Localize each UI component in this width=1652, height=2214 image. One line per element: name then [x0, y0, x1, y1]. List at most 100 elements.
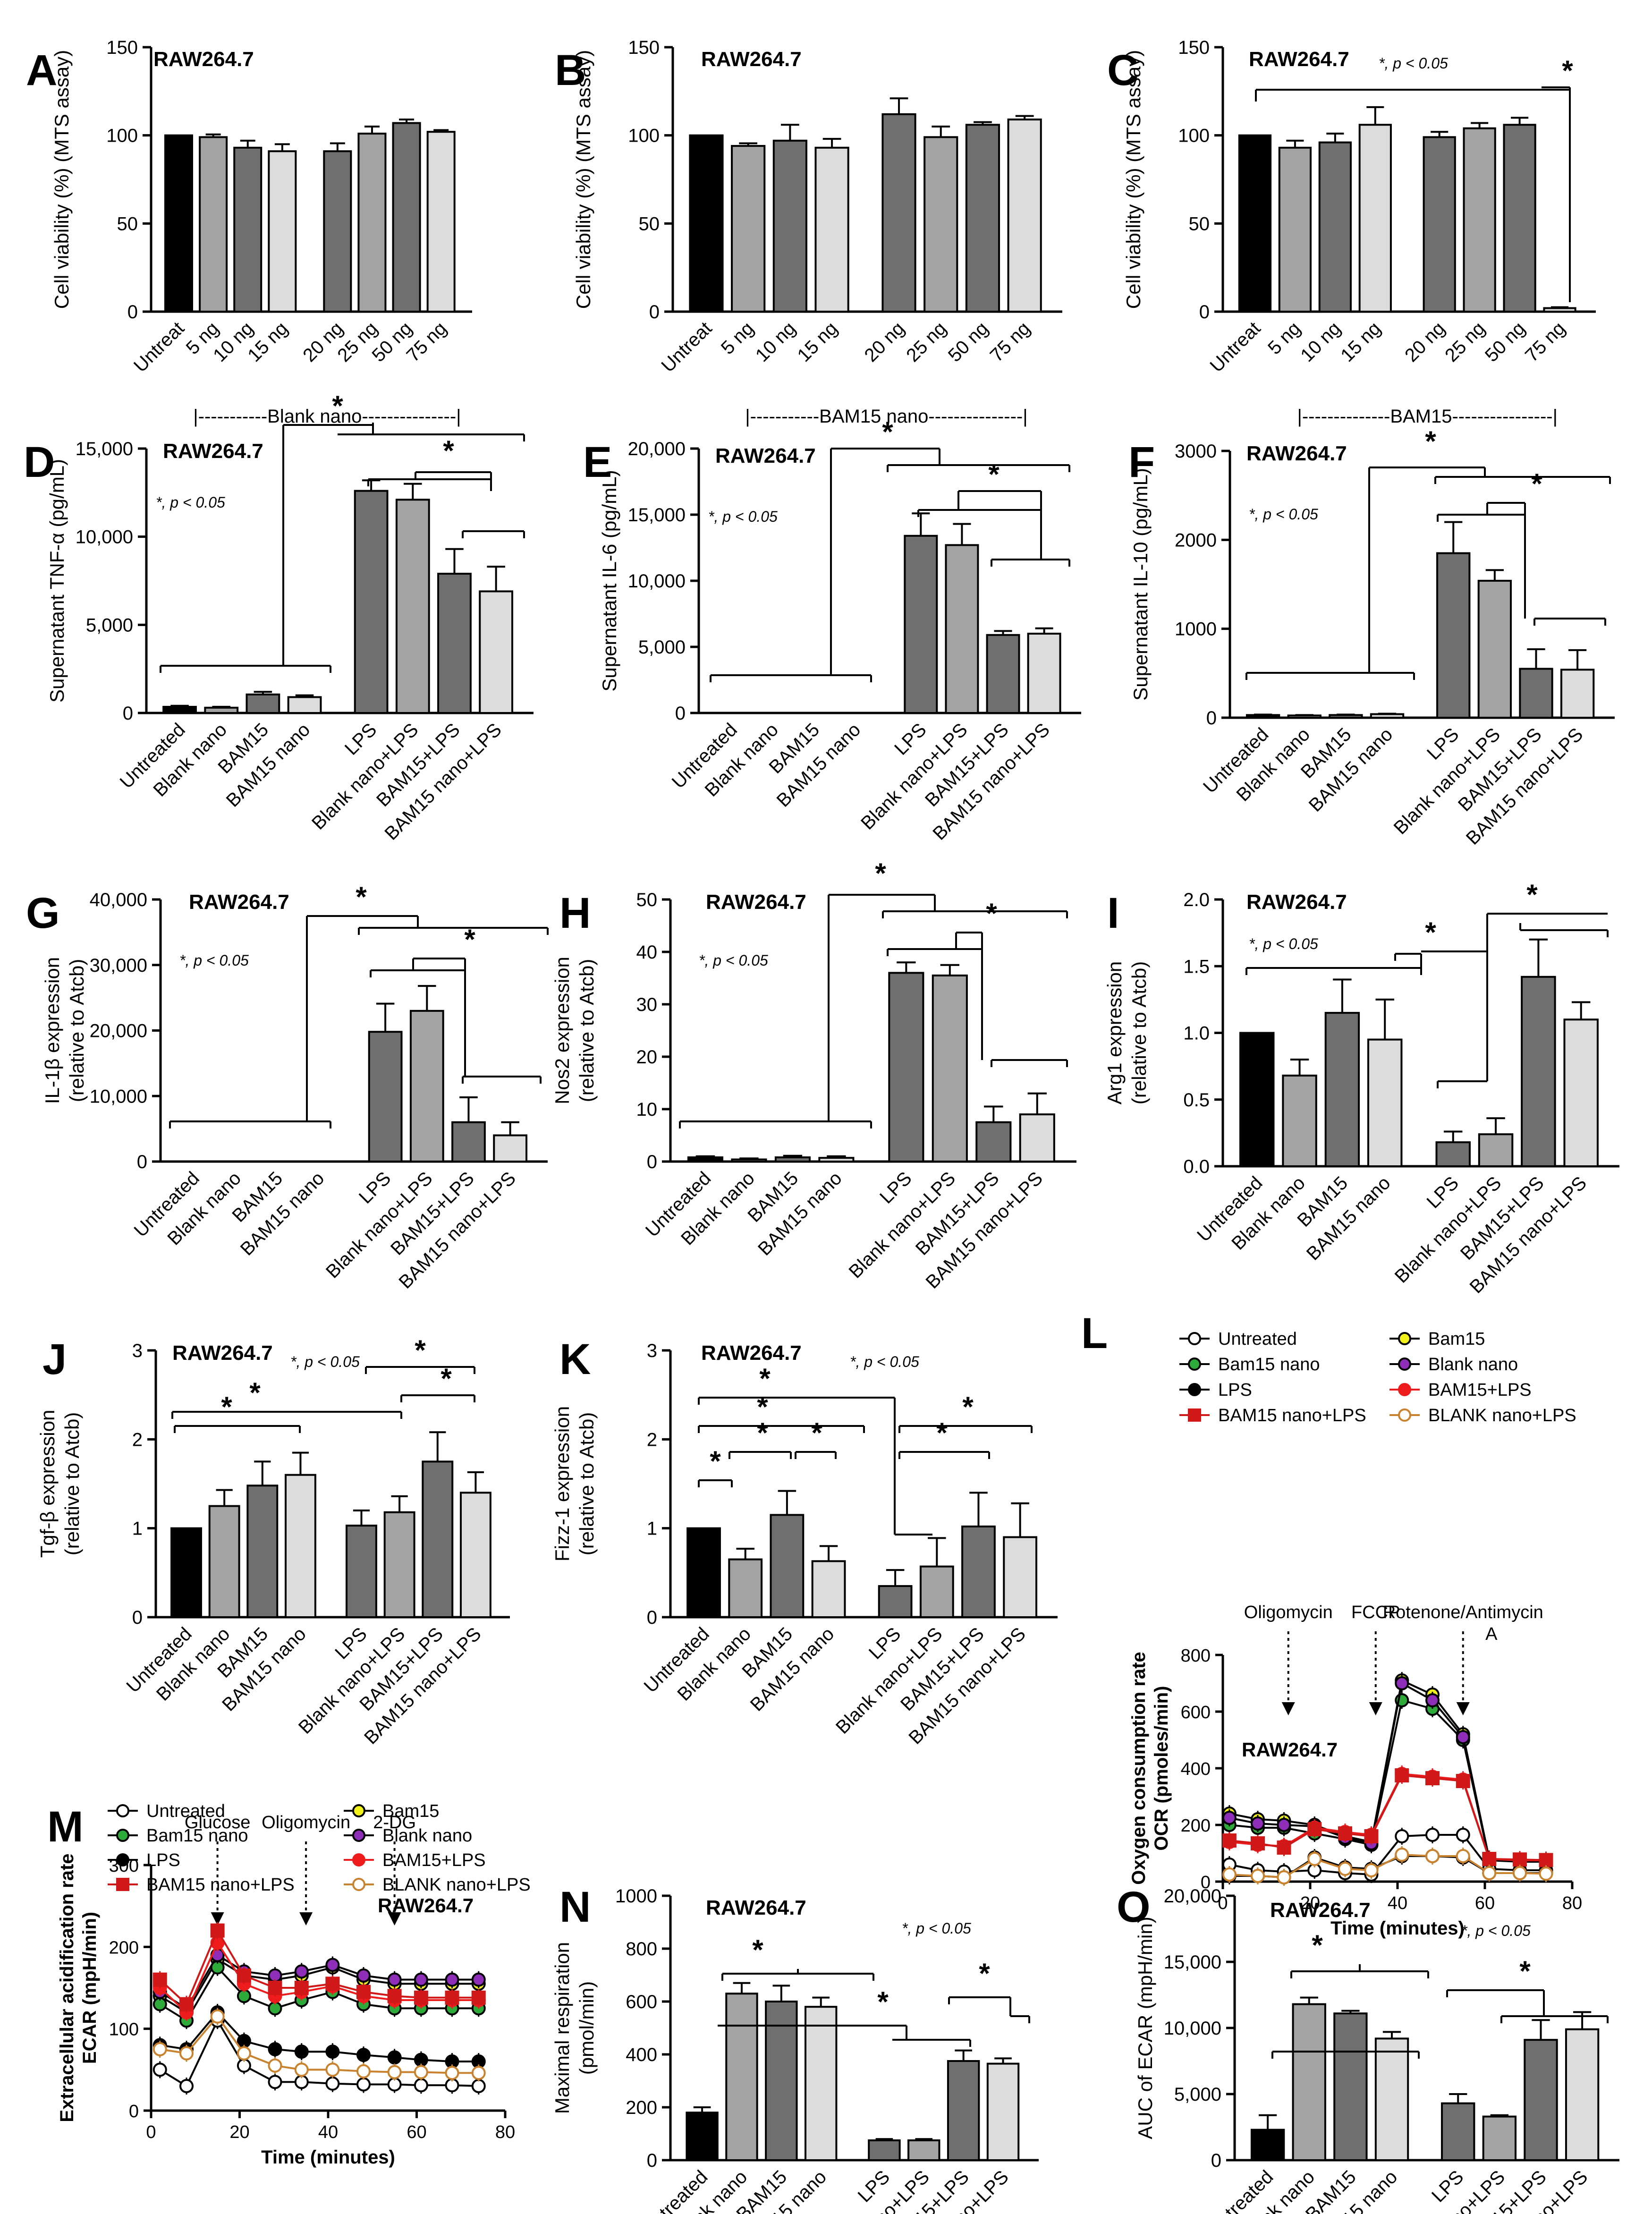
- y-tick-label: 0: [649, 302, 660, 322]
- cell-line-label: RAW264.7: [706, 1896, 806, 1919]
- bar-4: [805, 2006, 838, 2162]
- panel-E: E 0 5,000 10,000 15,000 20,000 Supernatant IL-…: [583, 416, 1081, 844]
- data-point: [1222, 1867, 1237, 1882]
- data-point: [116, 1804, 129, 1817]
- data-point: [1307, 1852, 1322, 1866]
- bar-1: [162, 705, 197, 714]
- y-axis-label: Nos2 expression: [551, 957, 573, 1104]
- data-point: [210, 2009, 225, 2024]
- cell-line-label: RAW264.7: [701, 1341, 802, 1365]
- significance-note: *, p < 0.05: [156, 494, 225, 511]
- sig-star: *: [710, 1445, 721, 1477]
- significance-note: *, p < 0.05: [708, 508, 778, 525]
- x-tick-label: 0: [146, 2122, 156, 2142]
- y-tick-label: 0: [129, 2102, 139, 2121]
- y-tick-label: 0: [132, 1607, 143, 1628]
- injection-label: Glucose: [185, 1813, 250, 1832]
- panel-N: N 0 200 400 600 800 1000 Maximal respiration (pm…: [551, 1883, 1039, 2214]
- category-label: 20 ng: [860, 318, 908, 366]
- y-tick-label: 100: [106, 126, 138, 146]
- x-tick-label: 60: [1475, 1893, 1495, 1913]
- panel-letter: C: [1107, 46, 1138, 94]
- bar-7: [965, 124, 1000, 313]
- legend-entry: BAM15+LPS: [1428, 1380, 1532, 1400]
- x-tick-label: 0: [1218, 1893, 1228, 1913]
- data-point: [294, 1981, 309, 1995]
- x-tick-label: 60: [407, 2122, 426, 2142]
- category-label: 5 ng: [717, 318, 758, 358]
- y-tick-label: 50: [636, 890, 658, 910]
- data-point: [1277, 1870, 1291, 1884]
- x-tick-label: 80: [1562, 1893, 1582, 1913]
- bar-4: [285, 1474, 316, 1619]
- bar-4: [1374, 2037, 1409, 2161]
- bar-5: [1436, 552, 1471, 719]
- bar-6: [383, 1511, 415, 1618]
- y-axis-label: Cell viability (%) (MTS assay): [572, 50, 594, 309]
- y-tick-label: 15,000: [76, 439, 133, 459]
- legend-entry: Untreated: [1218, 1329, 1297, 1349]
- y-tick-label: 150: [1178, 37, 1210, 58]
- sig-star: *: [1531, 468, 1542, 500]
- cell-line-label: RAW264.7: [1246, 442, 1347, 465]
- bar-7: [947, 2060, 980, 2161]
- y-axis-label-2: (pmol/min): [576, 1981, 598, 2075]
- cell-line-label: RAW264.7: [1249, 48, 1349, 71]
- bar-7: [1524, 2039, 1558, 2162]
- category-label: 75 ng: [1521, 318, 1569, 366]
- y-tick-label: 0: [1201, 1873, 1211, 1892]
- bar-8: [493, 1134, 528, 1162]
- cell-line-label: RAW264.7: [706, 891, 806, 914]
- data-point: [1364, 1863, 1379, 1877]
- bar-1: [687, 1156, 724, 1163]
- y-tick-label: 2: [647, 1429, 657, 1450]
- y-tick-label: 0.0: [1183, 1156, 1210, 1177]
- y-tick-label: 0: [647, 1152, 657, 1172]
- y-axis-label: Cell viability (%) (MTS assay): [1122, 50, 1144, 309]
- bar-3: [772, 139, 807, 313]
- data-point: [325, 2044, 340, 2059]
- y-tick-label: 20: [636, 1047, 658, 1068]
- data-point: [352, 1878, 365, 1891]
- bar-7: [451, 1121, 486, 1162]
- injection-label: 2-DG: [373, 1813, 416, 1832]
- y-tick-label: 20,000: [1164, 1886, 1221, 1907]
- group-label: |-----------BAM15 nano---------------|: [745, 406, 1027, 427]
- sig-star: *: [962, 1391, 974, 1423]
- cell-line-label: RAW264.7: [701, 48, 802, 71]
- series-line: [1229, 1853, 1546, 1879]
- bar-4: [1367, 1038, 1403, 1167]
- category-label: 10 ng: [1296, 318, 1345, 366]
- bar-7: [392, 122, 421, 313]
- bar-5: [1423, 136, 1456, 313]
- sig-star: *: [441, 1363, 452, 1394]
- sig-star: *: [443, 435, 454, 467]
- y-tick-label: 20,000: [90, 1021, 147, 1042]
- legend-entry: BLANK nano+LPS: [382, 1875, 531, 1895]
- panel-letter: G: [26, 889, 60, 937]
- data-point: [387, 2050, 402, 2065]
- bar-2: [1278, 146, 1312, 313]
- bar-2: [204, 706, 239, 714]
- bar-6: [409, 1009, 444, 1162]
- bar-1: [170, 1527, 202, 1619]
- category-label: 50 ng: [944, 318, 992, 366]
- bar-4: [287, 696, 322, 714]
- data-point: [414, 1990, 428, 2005]
- y-axis-label: AUC of ECAR (mpH/min): [1134, 1917, 1156, 2139]
- data-point: [471, 2066, 486, 2080]
- y-tick-label: 15,000: [628, 505, 686, 526]
- panel-D: D 0 5,000 10,000 15,000 Supernatant TNF-α (pg…: [24, 390, 534, 844]
- bar-1: [686, 1527, 721, 1619]
- data-point: [1395, 1768, 1409, 1782]
- panel-letter: N: [559, 1883, 591, 1931]
- category-label: 20 ng: [1401, 318, 1449, 366]
- bar-3: [770, 1514, 805, 1619]
- data-point: [1277, 1841, 1291, 1855]
- panel-letter: A: [26, 46, 57, 94]
- group-label: |-----------Blank nano---------------|: [193, 406, 461, 427]
- y-tick-label: 1: [647, 1518, 657, 1539]
- y-tick-label: 2: [132, 1429, 143, 1450]
- bar-8: [1565, 2028, 1600, 2161]
